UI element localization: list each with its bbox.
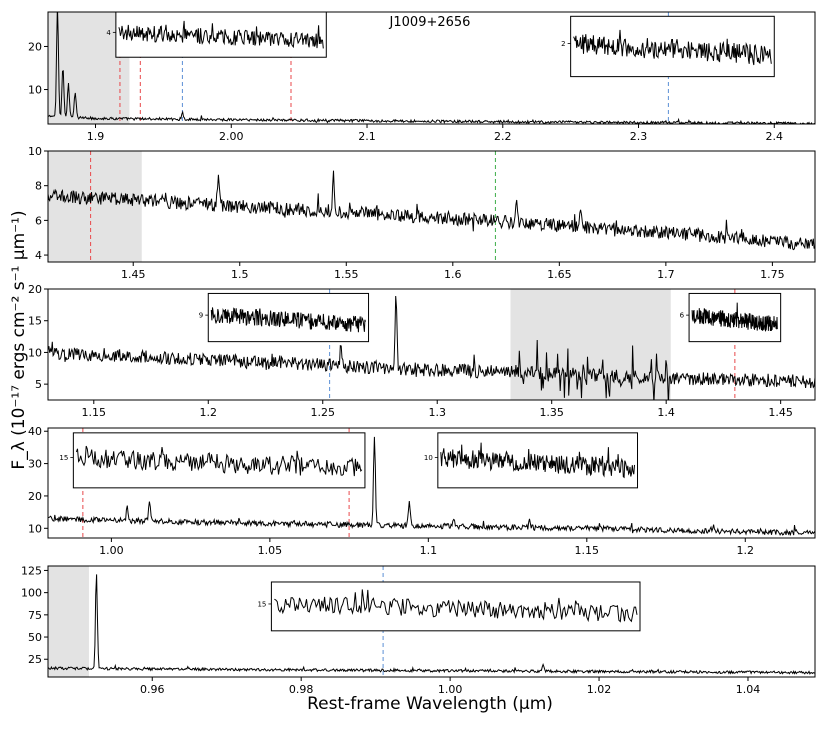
y-tick-label: 6 xyxy=(35,214,42,227)
inset-tick-label: 6 xyxy=(680,312,685,320)
y-tick-label: 40 xyxy=(28,425,42,438)
x-tick-label: 1.02 xyxy=(587,683,612,696)
inset-tick-label: 10 xyxy=(424,454,433,462)
spectrum-trace xyxy=(48,12,815,124)
y-axis-title: F_λ (10⁻¹⁷ ergs cm⁻² s⁻¹ μm⁻¹) xyxy=(9,210,29,469)
spectrum-trace xyxy=(48,295,815,400)
inset-tick-label: 2 xyxy=(561,40,565,48)
axes-frame xyxy=(47,150,816,263)
x-tick-label: 0.98 xyxy=(289,683,314,696)
x-tick-label: 1.4 xyxy=(657,406,675,419)
x-tick-label: 1.3 xyxy=(428,406,446,419)
x-tick-label: 1.15 xyxy=(575,544,600,557)
x-tick-label: 2.4 xyxy=(766,130,784,143)
x-axis-title: Rest-frame Wavelength (μm) xyxy=(307,694,553,714)
spectrum-trace xyxy=(48,574,815,675)
inset-trace xyxy=(75,445,363,477)
y-tick-label: 20 xyxy=(28,283,42,296)
y-tick-label: 50 xyxy=(28,631,42,644)
x-tick-label: 1.00 xyxy=(438,683,463,696)
shaded-region xyxy=(48,151,142,262)
spectrum-panel: 15 10 1.00 1.05 1.1 1.15 1.2 10 20 30 40 xyxy=(28,425,816,557)
x-tick-label: 2.1 xyxy=(358,130,376,143)
inset-trace xyxy=(210,307,366,333)
x-tick-label: 1.45 xyxy=(121,268,146,281)
x-tick-label: 1.35 xyxy=(539,406,564,419)
inset-tick-label: 15 xyxy=(59,454,68,462)
x-tick-label: 1.05 xyxy=(258,544,283,557)
axes-frame xyxy=(47,565,816,678)
y-tick-label: 4 xyxy=(35,249,42,262)
y-tick-label: 10 xyxy=(28,84,42,97)
y-tick-label: 10 xyxy=(28,522,42,535)
inset-box: 9 xyxy=(199,292,370,343)
spectrum-panel: 1.45 1.5 1.55 1.6 1.65 1.7 1.75 4 6 8 10 xyxy=(28,145,816,281)
x-tick-label: 1.5 xyxy=(231,268,249,281)
spectrum-panel: 9 6 1.15 1.2 1.25 1.3 1.35 1.4 1.45 5 10 15 20 xyxy=(28,283,816,419)
x-tick-label: 2.2 xyxy=(494,130,512,143)
shaded-region xyxy=(48,566,89,677)
x-tick-label: 1.04 xyxy=(736,683,761,696)
inset-tick-label: 15 xyxy=(257,600,266,608)
inset-trace xyxy=(573,29,772,66)
spectrum-trace xyxy=(48,170,815,251)
panel-title: J1009+2656 xyxy=(389,15,471,30)
inset-box: 10 xyxy=(424,432,639,489)
y-tick-label: 125 xyxy=(21,564,42,577)
inset-trace xyxy=(691,302,779,332)
x-tick-label: 1.55 xyxy=(334,268,359,281)
y-tick-label: 10 xyxy=(28,346,42,359)
x-tick-label: 2.00 xyxy=(219,130,244,143)
axes-frame xyxy=(47,288,816,401)
inset-trace xyxy=(274,589,638,623)
x-tick-label: 1.65 xyxy=(547,268,572,281)
spectrum-trace xyxy=(48,436,815,536)
y-tick-label: 10 xyxy=(28,145,42,158)
inset-tick-label: 9 xyxy=(199,312,203,320)
x-tick-label: 1.45 xyxy=(768,406,793,419)
x-tick-label: 1.6 xyxy=(444,268,462,281)
x-tick-label: 1.15 xyxy=(82,406,107,419)
x-tick-label: 1.1 xyxy=(420,544,438,557)
inset-tick-label: 4 xyxy=(106,29,111,37)
y-tick-label: 30 xyxy=(28,458,42,471)
x-tick-label: 1.25 xyxy=(310,406,335,419)
inset-box: 2 xyxy=(561,15,775,78)
inset-trace xyxy=(440,442,635,479)
x-tick-label: 1.00 xyxy=(99,544,124,557)
y-tick-label: 25 xyxy=(28,653,42,666)
y-tick-label: 20 xyxy=(28,490,42,503)
shaded-region xyxy=(510,289,671,400)
y-tick-label: 75 xyxy=(28,609,42,622)
spectrum-panel: 15 0.96 0.98 1.00 1.02 1.04 25 50 75 100 125 xyxy=(21,564,816,696)
x-tick-label: 1.75 xyxy=(760,268,785,281)
y-tick-label: 8 xyxy=(35,180,42,193)
y-tick-label: 15 xyxy=(28,315,42,328)
x-tick-label: 0.96 xyxy=(140,683,165,696)
y-tick-label: 5 xyxy=(35,378,42,391)
inset-trace xyxy=(118,20,324,49)
inset-box: 6 xyxy=(680,292,782,343)
x-tick-label: 2.3 xyxy=(630,130,648,143)
x-tick-label: 1.2 xyxy=(200,406,218,419)
y-tick-label: 20 xyxy=(28,40,42,53)
x-tick-label: 1.2 xyxy=(737,544,755,557)
x-tick-label: 1.9 xyxy=(87,130,105,143)
inset-box: 15 xyxy=(257,581,641,632)
axes-frame xyxy=(47,427,816,539)
y-tick-label: 100 xyxy=(21,587,42,600)
inset-box: 15 xyxy=(59,432,366,489)
axes-frame xyxy=(47,11,816,125)
inset-box: 4 xyxy=(106,12,327,58)
spectrum-panel: 4 2 1.9 2.00 2.1 2.2 2.3 2.4 10 20 J1009+2656 xyxy=(28,11,816,143)
x-tick-label: 1.7 xyxy=(657,268,675,281)
